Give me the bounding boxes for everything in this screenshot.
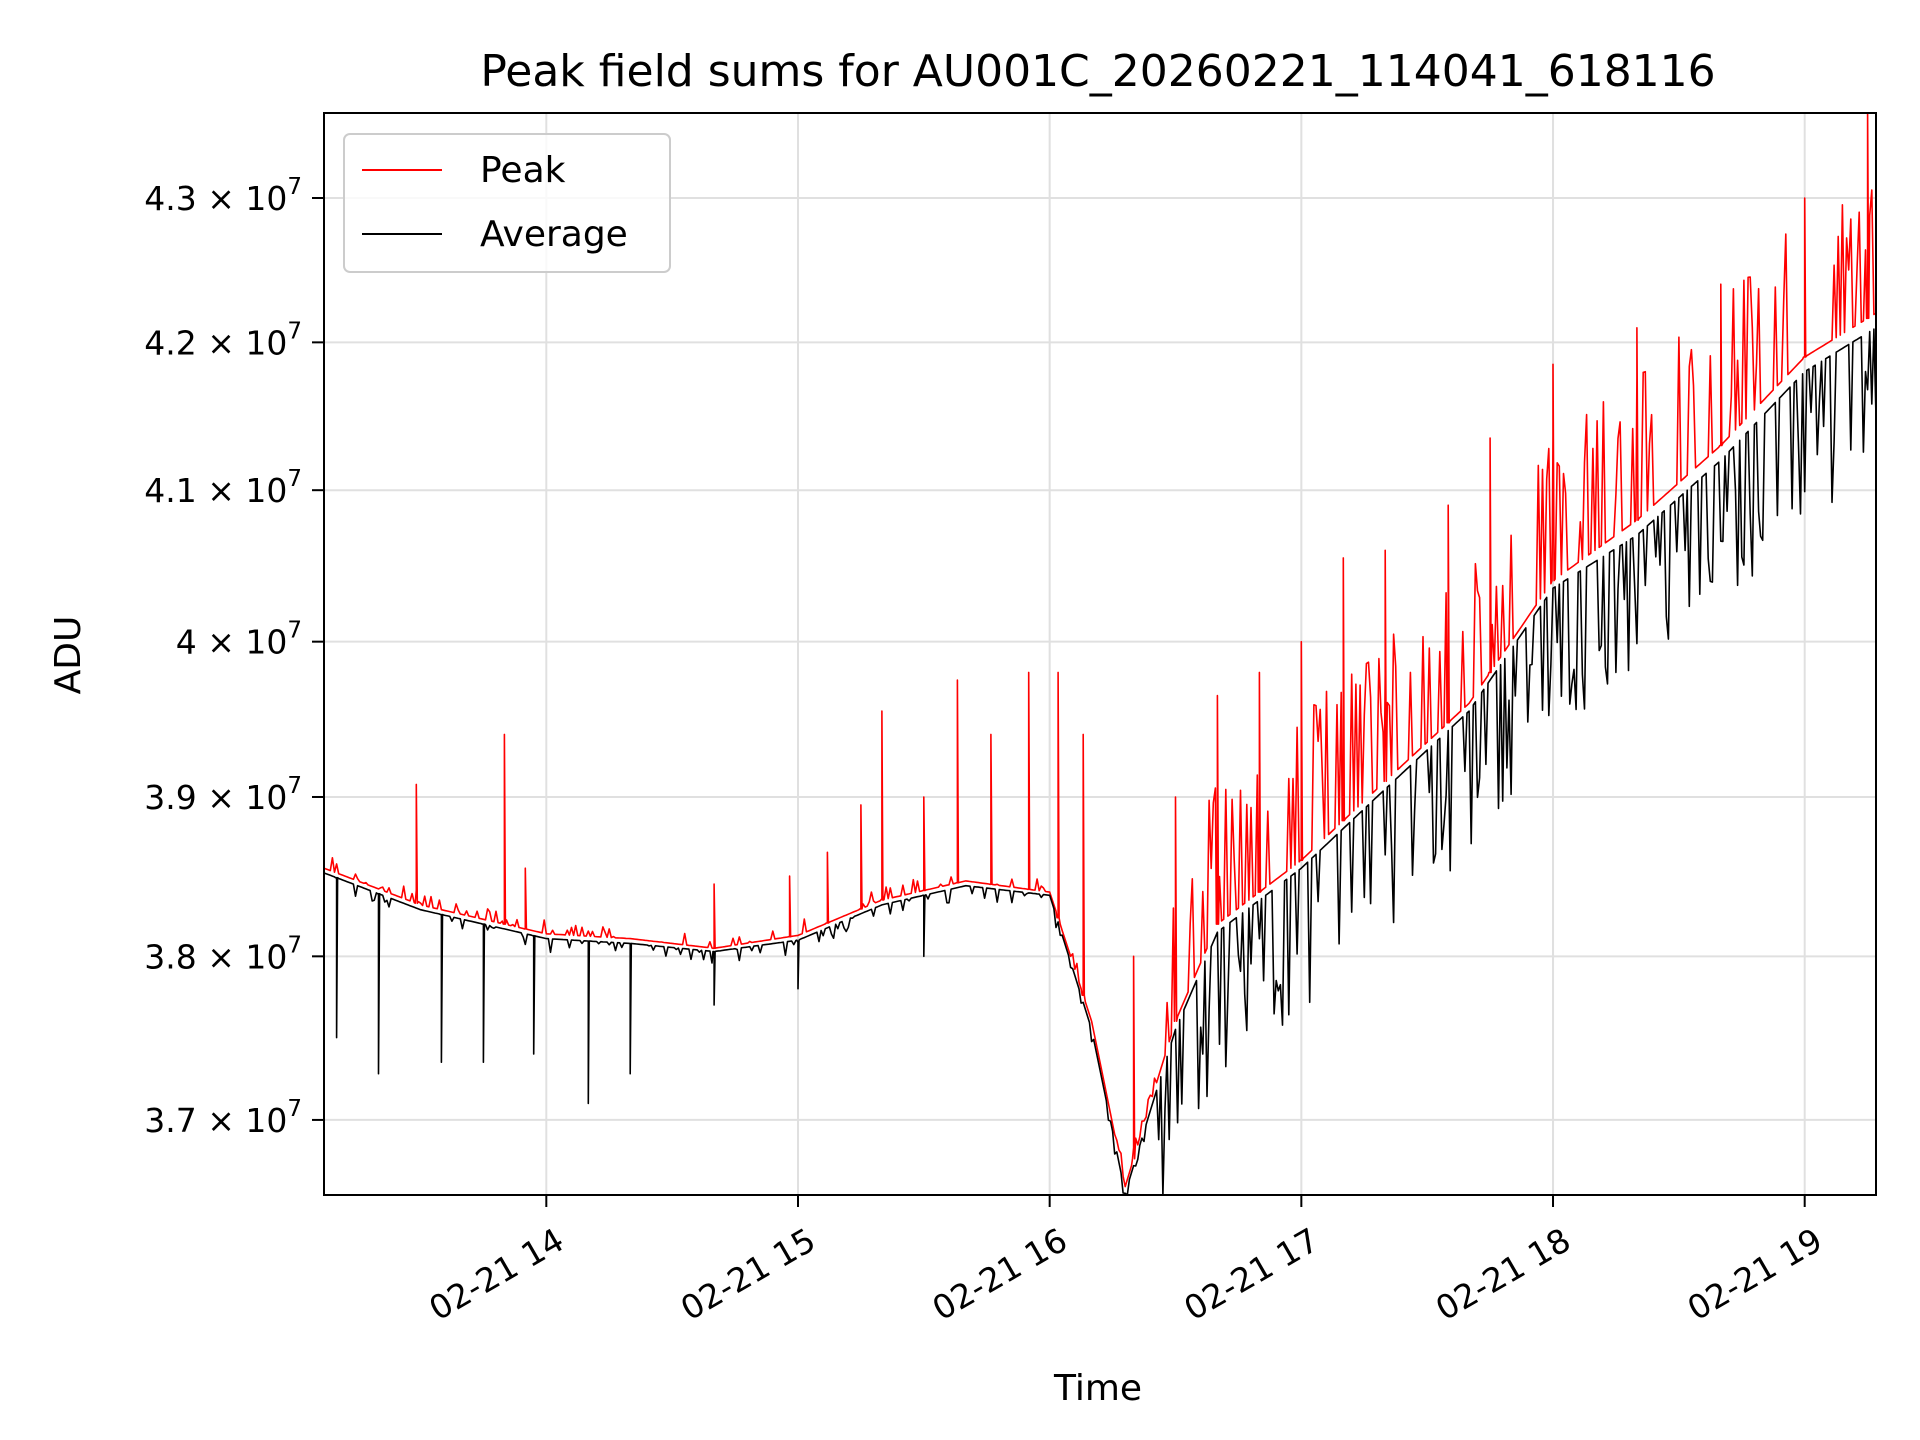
y-tick-label: 3.8 × 107 <box>144 932 302 976</box>
series-line-peak <box>323 112 1877 1188</box>
y-tick-label: 4.3 × 107 <box>144 174 302 218</box>
legend-label-peak: Peak <box>480 150 566 191</box>
series-line-average <box>323 328 1877 1196</box>
legend-label-average: Average <box>480 214 628 255</box>
y-tick-label: 4.2 × 107 <box>144 318 302 362</box>
legend-box <box>343 133 671 273</box>
y-axis-ticks: 3.7 × 107 3.8 × 107 3.9 × 107 4 × 107 4.1 × … <box>144 174 324 1140</box>
legend: Peak Average <box>343 133 671 273</box>
y-axis-label: ADU <box>48 616 89 695</box>
y-tick-label: 3.9 × 107 <box>144 773 302 817</box>
x-axis-label: Time <box>1053 1368 1142 1409</box>
y-tick-label: 3.7 × 107 <box>144 1096 302 1140</box>
chart-title: Peak field sums for AU001C_20260221_1140… <box>480 46 1715 97</box>
plot-frame <box>323 112 1877 1196</box>
y-tick-label: 4 × 107 <box>176 618 302 662</box>
y-tick-label: 4.1 × 107 <box>144 466 302 510</box>
plot-lines <box>323 112 1877 1196</box>
